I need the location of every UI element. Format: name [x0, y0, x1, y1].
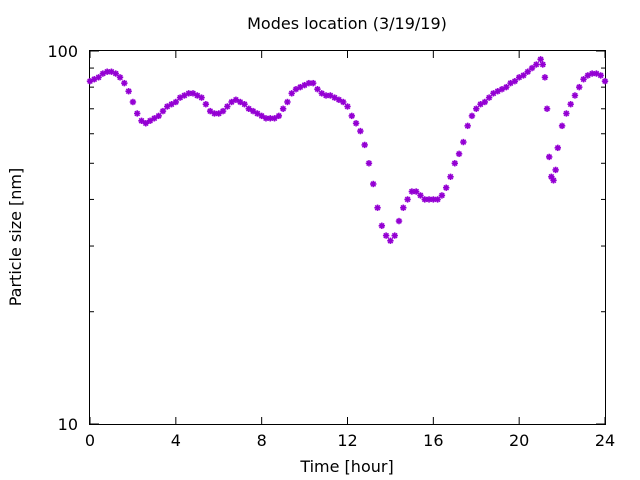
x-tick-label: 0	[85, 431, 95, 450]
data-point	[404, 196, 411, 203]
data-point	[224, 103, 231, 110]
data-point	[576, 83, 583, 91]
data-point	[571, 92, 579, 99]
data-point	[219, 107, 227, 115]
data-point	[314, 85, 321, 93]
x-tick-label: 12	[337, 431, 357, 450]
x-tick-label: 4	[171, 431, 181, 450]
data-point	[417, 192, 424, 199]
data-point	[438, 192, 446, 199]
data-point	[357, 127, 364, 135]
data-point	[284, 98, 291, 106]
data-point	[485, 94, 493, 101]
y-axis-label: Particle size [nm]	[6, 168, 25, 307]
data-point	[206, 107, 214, 115]
data-point	[176, 94, 184, 101]
data-point	[430, 196, 437, 203]
data-point	[503, 83, 510, 91]
data-point	[447, 173, 454, 180]
data-point	[511, 77, 519, 85]
data-point	[125, 88, 132, 95]
data-point	[391, 232, 398, 239]
data-point	[309, 79, 317, 87]
data-point	[455, 150, 463, 158]
x-axis: 0 4 8 12 16 20 24	[85, 51, 615, 450]
data-point	[202, 101, 210, 108]
data-point	[597, 72, 604, 79]
x-tick-label: 8	[257, 431, 267, 450]
data-point	[533, 61, 540, 68]
data-point	[129, 98, 137, 106]
data-point	[451, 160, 458, 167]
x-tick-label: 24	[595, 431, 615, 450]
data-point	[95, 74, 102, 81]
data-point	[275, 112, 283, 120]
data-point	[546, 153, 553, 161]
data-point	[374, 204, 381, 211]
data-point	[537, 56, 544, 63]
plot-frame	[89, 50, 606, 425]
data-point	[340, 98, 347, 106]
data-point	[395, 217, 403, 225]
data-points	[86, 56, 609, 244]
x-axis-label: Time [hour]	[299, 457, 393, 476]
data-point	[481, 98, 489, 106]
data-point	[387, 237, 394, 244]
x-ticks: 0 4 8 12 16 20 24	[85, 51, 615, 450]
data-point	[254, 110, 261, 117]
data-point	[348, 112, 355, 120]
data-point	[524, 68, 531, 75]
data-point	[382, 232, 390, 239]
data-point	[138, 117, 145, 124]
x-tick-label: 20	[509, 431, 529, 450]
data-point	[344, 103, 351, 110]
data-point	[563, 110, 570, 117]
data-point	[550, 177, 557, 184]
data-point	[554, 144, 561, 152]
data-point	[365, 160, 373, 167]
data-point	[361, 141, 368, 149]
data-point	[370, 180, 377, 188]
data-point	[279, 105, 287, 112]
data-point	[172, 98, 180, 106]
data-point	[146, 117, 154, 124]
data-point	[378, 222, 386, 229]
data-point	[159, 107, 167, 115]
data-point	[528, 64, 536, 72]
data-point	[601, 77, 609, 85]
data-point	[155, 112, 162, 120]
data-point	[541, 74, 549, 81]
data-point	[543, 105, 551, 112]
data-point	[567, 101, 574, 108]
data-point	[552, 166, 559, 174]
data-point	[241, 101, 248, 108]
data-point	[121, 79, 128, 87]
data-point	[443, 184, 450, 191]
x-tick-label: 16	[423, 431, 443, 450]
data-point	[198, 94, 205, 101]
data-point	[460, 138, 467, 146]
data-point	[464, 122, 471, 130]
data-point	[580, 76, 587, 83]
data-point	[539, 61, 546, 68]
data-point	[352, 120, 360, 127]
data-point	[288, 90, 295, 97]
data-point	[412, 188, 420, 195]
y-tick-label: 100	[47, 42, 78, 61]
data-point	[520, 72, 527, 79]
data-point	[142, 120, 149, 127]
data-point	[134, 110, 141, 117]
data-point	[558, 122, 566, 130]
data-point	[112, 70, 119, 77]
data-point	[215, 110, 222, 117]
data-point	[116, 74, 124, 81]
data-point	[473, 105, 480, 112]
data-point	[468, 112, 476, 120]
data-point	[434, 196, 441, 203]
chart-title: Modes location (3/19/19)	[247, 14, 447, 33]
data-point	[400, 204, 407, 211]
y-tick-label: 10	[58, 415, 78, 434]
